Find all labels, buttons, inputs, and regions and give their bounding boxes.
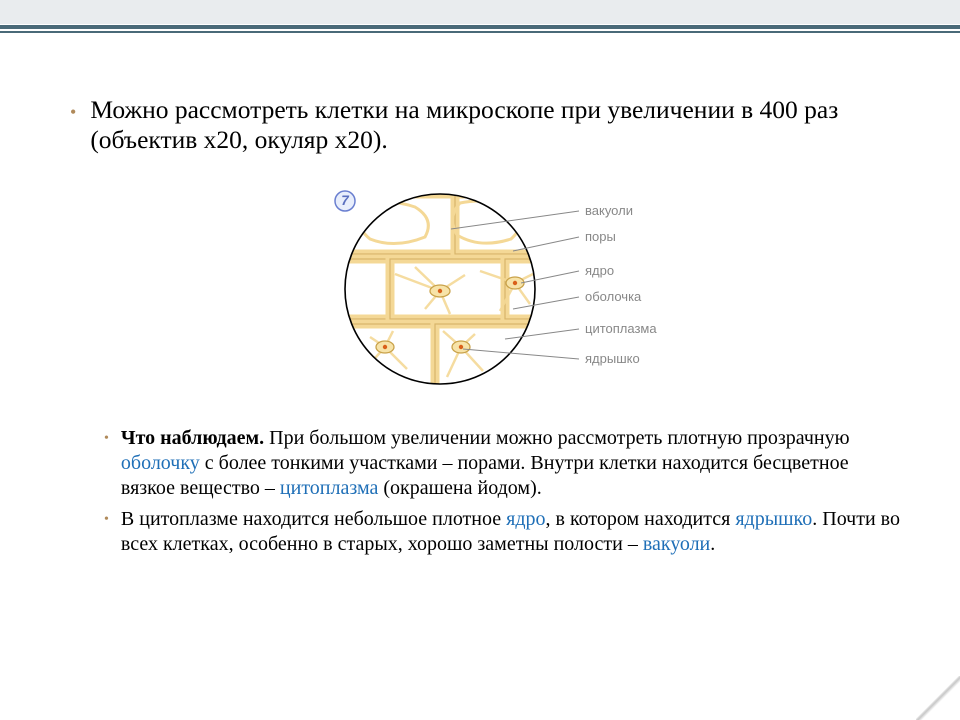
svg-text:ядрышко: ядрышко [585,351,640,366]
sub-bullet: • Что наблюдаем. При большом увеличении м… [104,426,900,501]
slide-top-bar [0,0,960,30]
cell-diagram: 7вакуолипорыядрооболочкацитоплазмаядрышк… [275,179,695,399]
bullet-icon: • [104,427,109,451]
sub-bullet: • В цитоплазме находится небольшое плотно… [104,507,900,557]
content-area: • Можно рассмотреть клетки на микроскопе… [70,95,900,563]
sub-bullet-text: Что наблюдаем. При большом увеличении мо… [121,426,900,501]
bullet-icon: • [70,97,76,127]
svg-text:ядро: ядро [585,263,614,278]
svg-text:вакуоли: вакуоли [585,203,633,218]
sub-bullet-text: В цитоплазме находится небольшое плотное… [121,507,900,557]
cell-diagram-container: 7вакуолипорыядрооболочкацитоплазмаядрышк… [70,179,900,404]
slide-root: • Можно рассмотреть клетки на микроскопе… [0,0,960,720]
svg-text:цитоплазма: цитоплазма [585,321,657,336]
main-bullet-text: Можно рассмотреть клетки на микроскопе п… [90,95,900,155]
top-bar-line-2 [0,31,960,33]
svg-text:оболочка: оболочка [585,289,642,304]
page-corner-fold [916,676,960,720]
main-bullet: • Можно рассмотреть клетки на микроскопе… [70,95,900,155]
svg-text:поры: поры [585,229,616,244]
top-bar-line-1 [0,25,960,29]
top-bar-bg [0,0,960,24]
bullet-icon: • [104,508,109,532]
sub-bullet-list: • Что наблюдаем. При большом увеличении м… [104,426,900,557]
